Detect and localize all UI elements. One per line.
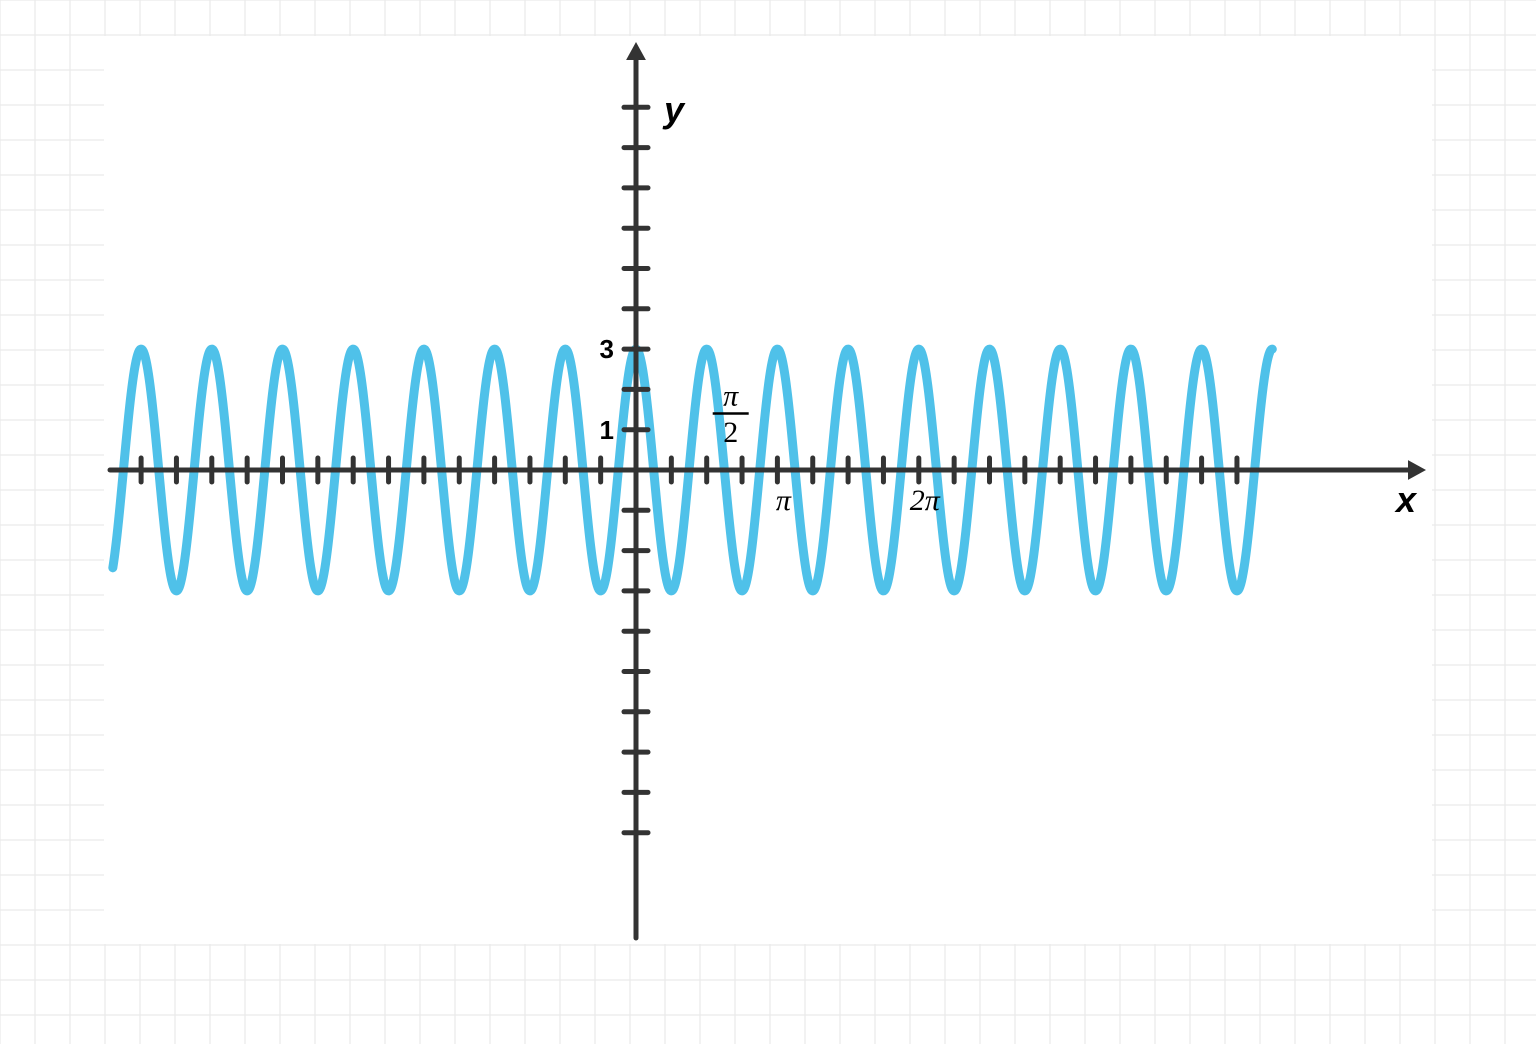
chart-stage: 13π2ππ2yx — [0, 0, 1536, 1044]
x-tick-label-frac-den: 2 — [723, 416, 738, 449]
y-tick-label: 3 — [600, 334, 614, 364]
y-axis-label: y — [662, 89, 686, 130]
x-tick-label: π — [776, 484, 792, 517]
x-tick-label-frac-num: π — [723, 380, 739, 413]
x-axis-label: x — [1394, 479, 1418, 520]
x-tick-label: 2π — [910, 484, 941, 517]
chart-svg: 13π2ππ2yx — [0, 0, 1536, 1044]
y-tick-label: 1 — [600, 415, 614, 445]
